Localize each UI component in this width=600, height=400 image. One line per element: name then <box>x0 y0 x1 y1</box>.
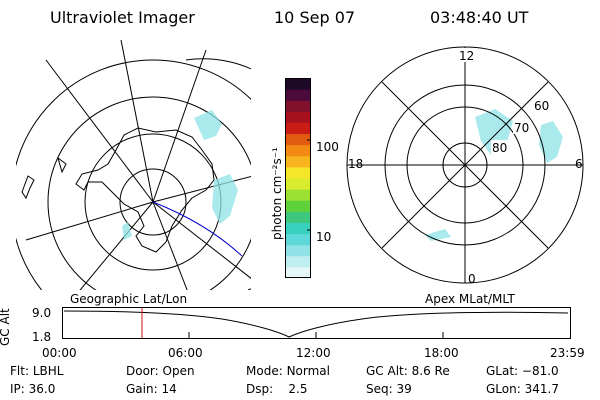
mlat-label-60: 60 <box>534 99 549 113</box>
observation-time: 03:48:40 UT <box>430 8 529 27</box>
mlt-label-12: 12 <box>459 49 474 63</box>
info-gain: Gain: 14 <box>126 382 177 396</box>
colorbar-segment <box>285 166 311 179</box>
colorbar-segment <box>285 111 311 123</box>
altitude-curve <box>63 310 569 338</box>
time-tick-1800: 18:00 <box>424 346 459 360</box>
colorbar-segment <box>285 122 311 135</box>
aurora-patch <box>539 121 563 163</box>
info-glat: GLat: −81.0 <box>486 364 559 378</box>
right-map-caption: Apex MLat/MLT <box>425 292 515 306</box>
time-tick-0600: 06:00 <box>168 346 203 360</box>
colorbar-segment <box>285 89 311 101</box>
meridian <box>152 201 188 290</box>
colorbar-segment <box>285 144 311 157</box>
mlat-label-80: 80 <box>492 141 507 155</box>
colorbar-segment <box>285 155 311 168</box>
mlt-diagonal <box>381 81 549 249</box>
colorbar-segment <box>285 233 311 246</box>
info-mode: Mode: Normal <box>246 364 330 378</box>
colorbar-segment <box>285 266 311 279</box>
colorbar-segment <box>285 244 311 257</box>
altitude-tick-9: 9.0 <box>32 306 52 320</box>
left-map-caption: Geographic Lat/Lon <box>70 292 188 306</box>
colorbar-segment <box>285 189 311 201</box>
altitude-axis-label: GC Alt <box>0 308 12 346</box>
time-tick-1200: 12:00 <box>296 346 331 360</box>
mlt-label-6: 6 <box>575 157 583 171</box>
meridian <box>79 201 154 290</box>
colorbar-segment <box>285 133 311 146</box>
meridian <box>120 40 154 203</box>
mlat-label-70: 70 <box>514 121 529 135</box>
info-seq: Seq: 39 <box>366 382 412 396</box>
time-tick-0000: 00:00 <box>42 346 77 360</box>
colorbar-segment <box>285 211 311 223</box>
altitude-timeline <box>62 307 571 339</box>
info-gc-alt: GC Alt: 8.6 Re <box>366 364 450 378</box>
info-dsp: Dsp: 2.5 <box>246 382 308 396</box>
latitude-circle <box>119 168 187 236</box>
meridian <box>152 49 207 203</box>
mlt-label-0: 0 <box>468 272 476 286</box>
colorbar-tick-100: 100 <box>316 140 339 154</box>
earth-limb <box>185 58 251 290</box>
meridian <box>152 201 251 279</box>
colorbar-segment <box>285 178 311 190</box>
colorbar-segment <box>285 78 311 90</box>
altitude-tick-1-8: 1.8 <box>32 330 52 344</box>
polar-mlt-plot: 12 18 6 0 60 70 80 <box>346 46 584 286</box>
aurora-patch <box>194 110 222 140</box>
info-flt: Flt: LBHL <box>10 364 64 378</box>
colorbar-segment <box>285 255 311 268</box>
mlt-label-18: 18 <box>348 157 363 171</box>
instrument-title: Ultraviolet Imager <box>50 8 195 27</box>
latitude-circle <box>16 59 251 290</box>
info-door: Door: Open <box>126 364 195 378</box>
color-scale-bar <box>285 78 311 279</box>
time-tick-2359: 23:59 <box>550 346 585 360</box>
aurora-patch <box>212 174 238 224</box>
colorbar-segment <box>285 100 311 112</box>
colorbar-tick-10: 10 <box>316 230 332 244</box>
geographic-map <box>16 40 251 290</box>
colorbar-segment <box>285 222 311 235</box>
orbit-trace <box>152 201 243 257</box>
colorbar-segment <box>285 200 311 212</box>
south-america-tip <box>21 175 35 200</box>
meridian <box>25 201 154 241</box>
colorbar-border <box>285 78 311 278</box>
coastline-fragment <box>57 156 67 174</box>
info-ip: IP: 36.0 <box>10 382 56 396</box>
antarctica-outline <box>75 127 215 253</box>
latitude-circle <box>47 96 251 290</box>
observation-date: 10 Sep 07 <box>274 8 356 27</box>
aurora-patch <box>425 229 451 241</box>
meridian <box>45 59 154 203</box>
info-glon: GLon: 341.7 <box>486 382 559 396</box>
aurora-patch <box>122 222 132 240</box>
colorbar-unit-label: photon cm⁻²s⁻¹ <box>270 147 284 240</box>
